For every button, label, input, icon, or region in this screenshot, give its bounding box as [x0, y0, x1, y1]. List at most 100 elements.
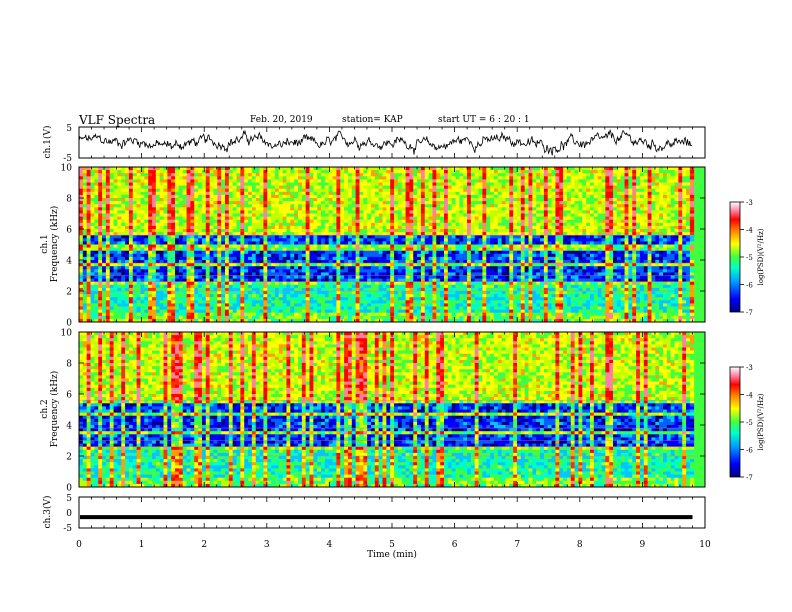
- spectrogram-cell: [217, 250, 222, 255]
- spectrogram-cell: [424, 309, 430, 314]
- spectrogram-cell: [401, 266, 406, 270]
- spectrogram-cell: [251, 191, 257, 196]
- spectrogram-cell: [313, 281, 318, 286]
- spectrogram-cell: [378, 173, 383, 177]
- spectrogram-cell: [251, 173, 257, 177]
- spectrogram-cell: [409, 300, 414, 304]
- spectrogram-cell: [286, 188, 291, 193]
- spectrogram-cell: [413, 250, 418, 255]
- spectrogram-cell: [259, 238, 264, 242]
- spectrogram-cell: [113, 303, 118, 307]
- spectrogram-cell: [347, 176, 353, 180]
- spectrogram-cell: [298, 198, 303, 202]
- spectrogram-cell: [363, 191, 368, 196]
- spectrogram-cell: [125, 309, 130, 314]
- spectrogram-cell: [255, 260, 260, 264]
- spectrogram-cell: [102, 312, 107, 317]
- spectrogram-cell: [397, 284, 403, 289]
- spectrogram-cell: [317, 204, 322, 208]
- spectrogram-cell: [459, 167, 464, 171]
- spectrogram-cell: [309, 303, 314, 307]
- spectrogram-cell: [213, 210, 218, 214]
- spectrogram-cell: [155, 250, 161, 255]
- spectrogram-cell: [374, 278, 380, 283]
- spectrogram-cell: [232, 241, 237, 245]
- spectrogram-cell: [236, 263, 241, 267]
- spectrogram-cell: [259, 244, 264, 248]
- spectrogram-cell: [94, 201, 99, 205]
- spectrogram-cell: [251, 287, 257, 292]
- spectrogram-cell: [424, 291, 430, 295]
- spectrogram-cell: [240, 232, 245, 236]
- spectrogram-cell: [451, 275, 456, 279]
- spectrogram-cell: [317, 167, 322, 171]
- spectrogram-cell: [228, 281, 234, 286]
- spectrogram-cell: [240, 315, 245, 320]
- spectrogram-cell: [98, 294, 103, 298]
- spectrogram-cell: [405, 213, 410, 217]
- spectrogram-cell: [459, 204, 464, 208]
- spectrogram-cell: [428, 204, 433, 208]
- spectrogram-cell: [163, 213, 168, 217]
- spectrogram-cell: [309, 315, 314, 320]
- spectrogram-cell: [355, 216, 360, 221]
- spectrogram-cell: [340, 241, 345, 245]
- spectrogram-cell: [294, 194, 299, 199]
- spectrogram-cell: [121, 176, 126, 180]
- spectrogram-cell: [102, 266, 107, 270]
- spectrogram-cell: [117, 213, 122, 217]
- spectrogram-cell: [363, 204, 368, 208]
- spectrogram-cell: [244, 167, 249, 171]
- spectrogram-cell: [201, 244, 207, 248]
- spectrogram-cell: [159, 207, 164, 211]
- spectrogram-cell: [225, 300, 230, 304]
- spectrogram-cell: [440, 194, 445, 199]
- spectrogram-cell: [163, 188, 168, 193]
- spectrogram-cell: [409, 176, 414, 180]
- spectrogram-cell: [240, 253, 245, 258]
- spectrogram-cell: [267, 222, 272, 227]
- spectrogram-cell: [163, 238, 168, 242]
- spectrogram-cell: [317, 235, 322, 239]
- spectrogram-cell: [190, 232, 195, 236]
- spectrogram-cell: [363, 275, 368, 279]
- spectrogram-cell: [401, 318, 406, 323]
- spectrogram-cell: [105, 167, 111, 171]
- spectrogram-cell: [198, 256, 203, 261]
- spectrogram-cell: [128, 272, 134, 276]
- spectrogram-cell: [121, 194, 126, 199]
- spectrogram-cell: [94, 167, 99, 171]
- spectrogram-cell: [159, 213, 164, 217]
- spectrogram-cell: [313, 247, 318, 252]
- spectrogram-cell: [94, 297, 99, 301]
- spectrogram-cell: [367, 260, 372, 264]
- spectrogram-cell: [128, 185, 134, 190]
- spectrogram-cell: [144, 176, 149, 180]
- spectrogram-cell: [240, 182, 245, 186]
- spectrogram-cell: [236, 297, 241, 301]
- spectrogram-cell: [401, 278, 406, 283]
- spectrogram-cell: [324, 272, 330, 276]
- spectrogram-cell: [263, 287, 268, 292]
- spectrogram-cell: [136, 170, 141, 174]
- spectrogram-cell: [155, 198, 161, 202]
- spectrogram-cell: [182, 241, 187, 245]
- spectrogram-cell: [420, 204, 426, 208]
- spectrogram-cell: [140, 281, 145, 286]
- spectrogram-cell: [336, 173, 341, 177]
- spectrogram-cell: [128, 253, 134, 258]
- spectrogram-cell: [228, 232, 234, 236]
- spectrogram-cell: [317, 176, 322, 180]
- spectrogram-cell: [282, 179, 287, 183]
- spectrogram-cell: [117, 235, 122, 239]
- spectrogram-cell: [98, 269, 103, 273]
- spectrogram-cell: [128, 287, 134, 292]
- spectrogram-cell: [271, 247, 276, 252]
- spectrogram-cell: [113, 256, 118, 261]
- spectrogram-cell: [305, 210, 310, 214]
- spectrogram-cell: [413, 173, 418, 177]
- spectrogram-cell: [417, 194, 422, 199]
- spectrogram-cell: [102, 306, 107, 310]
- spectrogram-cell: [340, 312, 345, 317]
- spectrogram-cell: [432, 247, 437, 252]
